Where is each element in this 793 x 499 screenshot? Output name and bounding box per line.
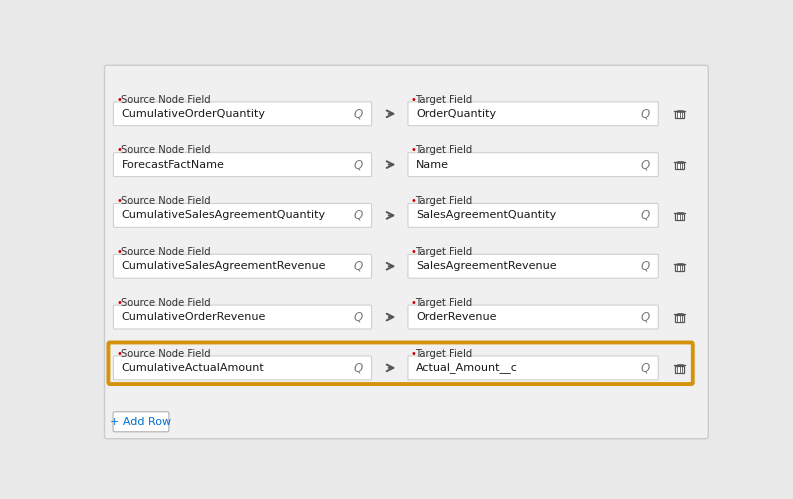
Text: Actual_Amount__c: Actual_Amount__c bbox=[416, 362, 518, 373]
FancyBboxPatch shape bbox=[113, 412, 169, 432]
FancyBboxPatch shape bbox=[675, 366, 684, 372]
FancyBboxPatch shape bbox=[113, 102, 372, 126]
FancyBboxPatch shape bbox=[408, 356, 658, 380]
Text: Source Node Field: Source Node Field bbox=[121, 94, 210, 104]
Text: Name: Name bbox=[416, 160, 449, 170]
FancyBboxPatch shape bbox=[408, 204, 658, 228]
Text: CumulativeOrderQuantity: CumulativeOrderQuantity bbox=[121, 109, 266, 119]
Text: CumulativeActualAmount: CumulativeActualAmount bbox=[121, 363, 264, 373]
Text: •: • bbox=[117, 247, 122, 257]
FancyBboxPatch shape bbox=[408, 102, 658, 126]
Text: Source Node Field: Source Node Field bbox=[121, 247, 210, 257]
Text: Target Field: Target Field bbox=[416, 145, 473, 155]
Text: Q: Q bbox=[640, 310, 649, 323]
Text: Target Field: Target Field bbox=[416, 298, 473, 308]
Text: Target Field: Target Field bbox=[416, 247, 473, 257]
Text: •: • bbox=[411, 145, 416, 155]
Text: SalesAgreementQuantity: SalesAgreementQuantity bbox=[416, 211, 557, 221]
Text: •: • bbox=[411, 247, 416, 257]
Text: Source Node Field: Source Node Field bbox=[121, 298, 210, 308]
Text: •: • bbox=[117, 94, 122, 104]
Text: Source Node Field: Source Node Field bbox=[121, 145, 210, 155]
FancyBboxPatch shape bbox=[105, 65, 708, 439]
Text: •: • bbox=[117, 196, 122, 206]
Text: •: • bbox=[117, 145, 122, 155]
Text: •: • bbox=[411, 196, 416, 206]
Text: Q: Q bbox=[640, 361, 649, 374]
Text: Q: Q bbox=[640, 209, 649, 222]
FancyBboxPatch shape bbox=[675, 111, 684, 118]
Text: Q: Q bbox=[640, 107, 649, 120]
FancyBboxPatch shape bbox=[408, 153, 658, 177]
FancyBboxPatch shape bbox=[113, 356, 372, 380]
Text: •: • bbox=[411, 298, 416, 308]
Text: •: • bbox=[411, 94, 416, 104]
Text: Target Field: Target Field bbox=[416, 196, 473, 206]
Text: OrderRevenue: OrderRevenue bbox=[416, 312, 496, 322]
Text: Q: Q bbox=[354, 107, 362, 120]
Text: ForecastFactName: ForecastFactName bbox=[121, 160, 224, 170]
Text: Q: Q bbox=[354, 310, 362, 323]
FancyBboxPatch shape bbox=[113, 204, 372, 228]
Text: •: • bbox=[117, 349, 122, 359]
Text: Q: Q bbox=[354, 361, 362, 374]
FancyBboxPatch shape bbox=[408, 254, 658, 278]
Text: CumulativeOrderRevenue: CumulativeOrderRevenue bbox=[121, 312, 266, 322]
FancyBboxPatch shape bbox=[675, 162, 684, 169]
FancyBboxPatch shape bbox=[675, 213, 684, 220]
Text: + Add Row: + Add Row bbox=[110, 417, 171, 427]
Text: Q: Q bbox=[354, 260, 362, 273]
Text: Target Field: Target Field bbox=[416, 94, 473, 104]
Text: Target Field: Target Field bbox=[416, 349, 473, 359]
FancyBboxPatch shape bbox=[675, 315, 684, 322]
Text: SalesAgreementRevenue: SalesAgreementRevenue bbox=[416, 261, 557, 271]
Text: Source Node Field: Source Node Field bbox=[121, 349, 210, 359]
Text: Q: Q bbox=[354, 158, 362, 171]
Text: Source Node Field: Source Node Field bbox=[121, 196, 210, 206]
FancyBboxPatch shape bbox=[675, 264, 684, 271]
Text: CumulativeSalesAgreementRevenue: CumulativeSalesAgreementRevenue bbox=[121, 261, 326, 271]
Text: CumulativeSalesAgreementQuantity: CumulativeSalesAgreementQuantity bbox=[121, 211, 326, 221]
FancyBboxPatch shape bbox=[113, 305, 372, 329]
Text: OrderQuantity: OrderQuantity bbox=[416, 109, 496, 119]
Text: •: • bbox=[117, 298, 122, 308]
FancyBboxPatch shape bbox=[113, 254, 372, 278]
Text: Q: Q bbox=[640, 158, 649, 171]
FancyBboxPatch shape bbox=[408, 305, 658, 329]
FancyBboxPatch shape bbox=[113, 153, 372, 177]
Text: Q: Q bbox=[354, 209, 362, 222]
Text: •: • bbox=[411, 349, 416, 359]
Text: Q: Q bbox=[640, 260, 649, 273]
